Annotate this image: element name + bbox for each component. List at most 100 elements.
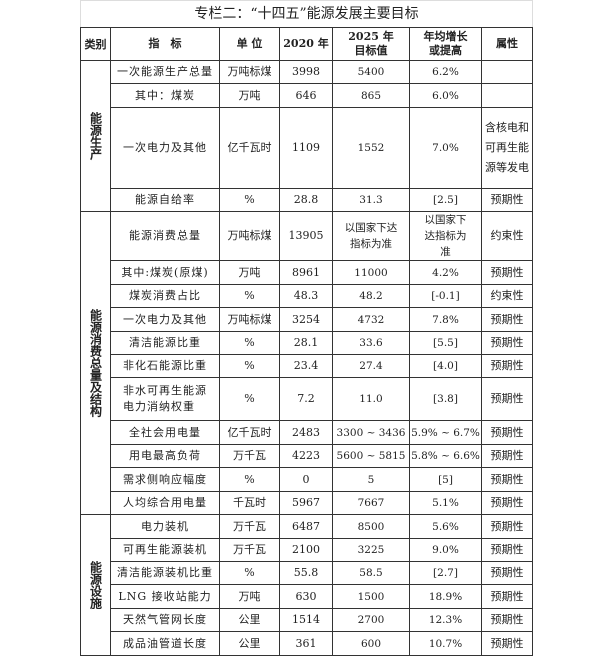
table-row: 全社会用电量 亿千瓦时 2483 3300 ~ 3436 5.9% ~ 6.7% 预期性 bbox=[81, 420, 534, 445]
unit-cell: 万吨 bbox=[219, 83, 280, 108]
table-row: 一次电力及其他 亿千瓦时 1109 1552 7.0% 含核电和可再生能源等发电 bbox=[81, 107, 534, 189]
value-2020-cell: 3998 bbox=[279, 60, 333, 84]
table-row: 一次电力及其他 万吨标煤 3254 4732 7.8% 预期性 bbox=[81, 307, 534, 332]
attribute-cell: 预期性 bbox=[480, 260, 534, 285]
table-row: 能源设施 电力装机 万千瓦 6487 8500 5.6% 预期性 bbox=[80, 514, 534, 656]
value-2020-cell: 6487 bbox=[279, 514, 333, 539]
attribute-cell: 预期性 bbox=[480, 331, 534, 355]
unit-cell: % bbox=[219, 467, 280, 492]
table-row: 清洁能源装机比重% 55.8 58.5 [2.7] 预期性 bbox=[81, 561, 534, 585]
growth-cell: 7.0% bbox=[409, 107, 482, 189]
value-2020-cell: 646 bbox=[279, 83, 333, 108]
growth-cell: 12.3% bbox=[409, 608, 482, 632]
table-row: 清洁能源比重% 28.1 33.6 [5.5] 预期性 bbox=[81, 331, 534, 355]
value-2020-cell: 361 bbox=[279, 631, 333, 656]
table-row: 天然气管网长度 公里 1514 2700 12.3% 预期性 bbox=[81, 608, 534, 632]
target-2025-cell: 33.6 bbox=[332, 331, 410, 355]
attribute-cell: 预期性 bbox=[480, 354, 534, 378]
value-2020-cell: 3254 bbox=[279, 307, 333, 332]
attribute-cell: 预期性 bbox=[480, 420, 534, 445]
unit-cell: 亿千瓦时 bbox=[219, 420, 280, 445]
value-2020-cell: 1514 bbox=[279, 608, 333, 632]
unit-cell: % bbox=[219, 561, 280, 585]
target-2025-cell: 5600 ~ 5815 bbox=[332, 444, 410, 468]
target-2025-cell: 5 bbox=[332, 467, 410, 492]
growth-cell: [5.5] bbox=[409, 331, 482, 355]
value-2020-cell: 23.4 bbox=[279, 354, 333, 378]
unit-cell: 公里 bbox=[219, 608, 280, 632]
value-2020-cell: 4223 bbox=[279, 444, 333, 468]
growth-cell: 18.9% bbox=[409, 584, 482, 609]
attribute-cell: 约束性 bbox=[480, 284, 534, 308]
target-2025-cell: 27.4 bbox=[332, 354, 410, 378]
growth-cell: 5.6% bbox=[409, 514, 482, 539]
indicator-cell: 能源自给率 bbox=[110, 188, 220, 212]
header-growth: 年均增长 或提高 bbox=[409, 27, 482, 61]
header-indicator: 指 标 bbox=[110, 27, 220, 61]
category-cell: 能源消费总量及结构 bbox=[80, 211, 111, 515]
attribute-cell: 预期性 bbox=[480, 608, 534, 632]
growth-cell: 以国家下达指标为准 bbox=[409, 211, 482, 261]
indicator-cell: 电力装机 bbox=[110, 514, 220, 539]
growth-cell: 5.8% ~ 6.6% bbox=[409, 444, 482, 468]
table-row: 需求侧响应幅度% 0 5 [5] 预期性 bbox=[81, 467, 534, 492]
unit-cell: 万千瓦 bbox=[219, 538, 280, 562]
attribute-cell bbox=[480, 60, 534, 84]
header-2025-target: 2025 年 目标值 bbox=[332, 27, 410, 61]
indicator-cell: 一次电力及其他 bbox=[110, 307, 220, 332]
indicator-cell: 其中：煤炭 bbox=[110, 83, 220, 108]
unit-cell: 亿千瓦时 bbox=[219, 107, 280, 189]
attribute-cell: 预期性 bbox=[480, 307, 534, 332]
value-2020-cell: 55.8 bbox=[279, 561, 333, 585]
indicator-cell: 可再生能源装机 bbox=[110, 538, 220, 562]
value-2020-cell: 2483 bbox=[279, 420, 333, 445]
indicator-cell: 一次能源生产总量 bbox=[110, 60, 220, 84]
table-row: 能源消费总量及结构 能源消费总量 万吨标煤 13905 以国家下达指标为准 以国家下达指标… bbox=[80, 211, 534, 515]
table-row: 用电最高负荷 万千瓦 4223 5600 ~ 5815 5.8% ~ 6.6% 预期性 bbox=[81, 444, 534, 468]
attribute-cell: 含核电和可再生能源等发电 bbox=[480, 107, 534, 189]
target-2025-cell: 11000 bbox=[332, 260, 410, 285]
indicator-cell: 全社会用电量 bbox=[110, 420, 220, 445]
target-2025-cell: 4732 bbox=[332, 307, 410, 332]
value-2020-cell: 28.8 bbox=[279, 188, 333, 212]
target-2025-cell: 2700 bbox=[332, 608, 410, 632]
table-row: LNG 接收站能力 万吨 630 1500 18.9% 预期性 bbox=[81, 584, 534, 609]
table-row: 非水可再生能源电力消纳权重% 7.2 11.0 [3.8] 预期性 bbox=[81, 377, 534, 421]
growth-cell: [2.5] bbox=[409, 188, 482, 212]
growth-cell: [3.8] bbox=[409, 377, 482, 421]
growth-cell: 9.0% bbox=[409, 538, 482, 562]
indicator-cell: 能源消费总量 bbox=[110, 211, 220, 261]
indicator-cell: 清洁能源装机比重 bbox=[110, 561, 220, 585]
unit-cell: 万千瓦 bbox=[219, 444, 280, 468]
target-2025-cell: 1552 bbox=[332, 107, 410, 189]
target-2025-cell: 48.2 bbox=[332, 284, 410, 308]
value-2020-cell: 13905 bbox=[279, 211, 333, 261]
value-2020-cell: 5967 bbox=[279, 491, 333, 515]
indicator-cell: 清洁能源比重 bbox=[110, 331, 220, 355]
value-2020-cell: 28.1 bbox=[279, 331, 333, 355]
attribute-cell: 预期性 bbox=[480, 444, 534, 468]
growth-cell: [2.7] bbox=[409, 561, 482, 585]
attribute-cell: 预期性 bbox=[480, 538, 534, 562]
target-2025-cell: 3225 bbox=[332, 538, 410, 562]
attribute-cell bbox=[480, 83, 534, 108]
growth-cell: 7.8% bbox=[409, 307, 482, 332]
unit-cell: % bbox=[219, 331, 280, 355]
target-2025-cell: 8500 bbox=[332, 514, 410, 539]
unit-cell: % bbox=[219, 354, 280, 378]
target-2025-cell: 3300 ~ 3436 bbox=[332, 420, 410, 445]
growth-cell: [-0.1] bbox=[409, 284, 482, 308]
energy-targets-table: 专栏二：“十四五”能源发展主要目标 类别指 标单 位 2020 年 2025 年 目… bbox=[79, 0, 534, 656]
target-2025-cell: 31.3 bbox=[332, 188, 410, 212]
indicator-cell: 非化石能源比重 bbox=[110, 354, 220, 378]
value-2020-cell: 8961 bbox=[279, 260, 333, 285]
table-row: 其中:煤炭(原煤) 万吨 8961 11000 4.2% 预期性 bbox=[81, 260, 534, 285]
value-2020-cell: 630 bbox=[279, 584, 333, 609]
value-2020-cell: 0 bbox=[279, 467, 333, 492]
attribute-cell: 预期性 bbox=[480, 631, 534, 656]
header-unit: 单 位 bbox=[219, 27, 280, 61]
attribute-cell: 预期性 bbox=[480, 584, 534, 609]
header-2020: 2020 年 bbox=[279, 27, 333, 61]
target-2025-cell: 以国家下达指标为准 bbox=[332, 211, 410, 261]
attribute-cell: 预期性 bbox=[480, 377, 534, 421]
